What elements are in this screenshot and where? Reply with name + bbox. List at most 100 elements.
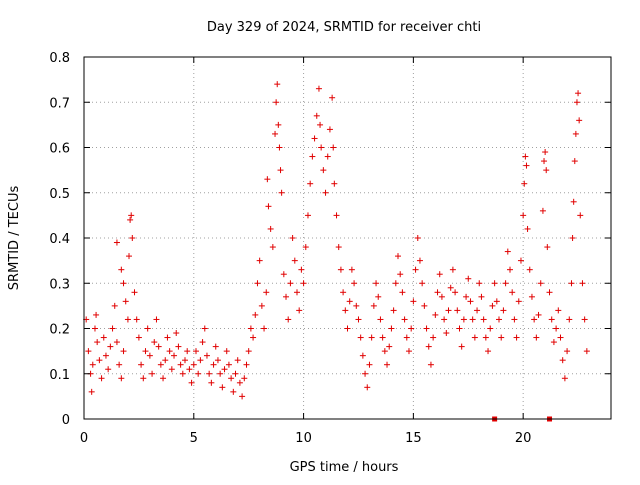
data-point xyxy=(275,121,282,128)
data-point xyxy=(375,293,382,300)
data-point xyxy=(190,361,197,368)
data-point xyxy=(388,325,395,332)
data-point xyxy=(173,330,180,337)
data-point xyxy=(177,361,184,368)
data-point xyxy=(208,379,215,386)
data-point xyxy=(460,316,467,323)
data-point xyxy=(164,334,171,341)
data-point xyxy=(225,361,232,368)
data-point xyxy=(93,311,100,318)
data-point xyxy=(575,90,582,97)
data-point xyxy=(293,289,300,296)
data-point xyxy=(531,316,538,323)
data-point xyxy=(410,298,417,305)
data-point xyxy=(289,235,296,241)
data-point xyxy=(162,357,169,364)
data-point xyxy=(566,316,573,323)
x-tick-labels: 0 5 10 15 20 xyxy=(80,431,532,446)
data-point xyxy=(489,302,496,309)
data-point xyxy=(471,334,478,341)
data-point xyxy=(543,167,550,174)
x-tick-label: 0 xyxy=(80,431,88,446)
data-point xyxy=(390,307,397,314)
data-point xyxy=(280,271,287,278)
data-point xyxy=(105,366,112,373)
data-point xyxy=(541,158,548,165)
data-point xyxy=(133,316,140,323)
data-point xyxy=(579,280,586,287)
data-point xyxy=(96,357,103,364)
data-point xyxy=(329,94,336,101)
y-tick-labels: 0 0.1 0.2 0.3 0.4 0.5 0.6 0.7 0.8 xyxy=(49,51,70,428)
data-point xyxy=(98,375,105,382)
y-axis-label: SRMTID / TECUs xyxy=(7,186,22,291)
data-point xyxy=(447,284,454,291)
data-point xyxy=(359,352,366,359)
data-point xyxy=(436,271,443,278)
x-tick-label: 15 xyxy=(405,431,422,446)
data-point xyxy=(254,280,261,287)
data-point xyxy=(309,153,316,160)
data-point xyxy=(478,293,485,300)
data-point xyxy=(320,167,327,174)
data-point xyxy=(179,370,186,377)
data-point xyxy=(272,130,279,137)
data-point xyxy=(456,325,463,332)
data-point xyxy=(109,325,116,332)
data-point xyxy=(120,348,127,355)
data-point xyxy=(221,366,228,373)
y-tick-label: 0.1 xyxy=(49,368,70,383)
data-point xyxy=(273,99,280,106)
data-point xyxy=(128,212,135,219)
data-point xyxy=(384,361,391,368)
data-point xyxy=(287,280,294,287)
data-point xyxy=(569,235,576,241)
data-point xyxy=(126,253,133,260)
data-point xyxy=(542,149,549,156)
data-point xyxy=(247,325,254,332)
data-point xyxy=(452,289,459,296)
data-point xyxy=(102,352,109,359)
data-point xyxy=(118,375,125,382)
data-point xyxy=(454,307,461,314)
data-point xyxy=(269,244,276,251)
data-point xyxy=(171,352,178,359)
data-point xyxy=(419,280,426,287)
data-point xyxy=(276,144,283,151)
data-point xyxy=(401,316,408,323)
data-point xyxy=(581,316,588,323)
data-point xyxy=(583,348,590,355)
data-point xyxy=(491,280,498,287)
data-point xyxy=(241,375,248,382)
y-tick-label: 0 xyxy=(62,413,70,428)
data-point xyxy=(239,393,246,400)
data-point xyxy=(570,198,577,205)
data-point xyxy=(381,348,388,355)
data-point xyxy=(421,302,428,309)
data-point xyxy=(140,375,147,382)
data-point xyxy=(265,203,272,210)
data-point xyxy=(425,343,432,350)
data-point xyxy=(203,352,210,359)
data-point xyxy=(482,334,489,341)
data-point xyxy=(572,130,579,137)
data-point xyxy=(513,334,520,341)
data-point xyxy=(182,357,189,364)
data-point xyxy=(217,370,224,377)
data-point xyxy=(430,334,437,341)
data-point xyxy=(397,271,404,278)
data-point xyxy=(368,334,375,341)
data-point xyxy=(201,325,208,332)
data-point xyxy=(342,307,349,314)
data-point xyxy=(107,343,114,350)
data-point xyxy=(252,311,259,318)
grid-layer xyxy=(84,57,611,419)
data-point xyxy=(412,266,419,273)
data-point xyxy=(441,316,448,323)
data-point xyxy=(539,207,546,214)
y-tick-label: 0.2 xyxy=(49,323,70,338)
data-point xyxy=(192,348,199,355)
data-point xyxy=(443,330,450,337)
data-point xyxy=(379,334,386,341)
